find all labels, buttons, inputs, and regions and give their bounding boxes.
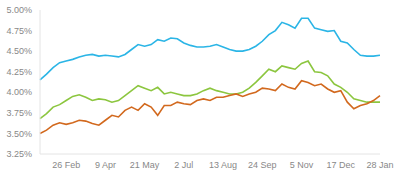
svg-text:13 Aug: 13 Aug [209, 160, 237, 170]
svg-text:4.25%: 4.25% [8, 67, 32, 77]
svg-text:2 Jul: 2 Jul [174, 160, 193, 170]
svg-text:5 Nov: 5 Nov [290, 160, 314, 170]
svg-text:4.00%: 4.00% [8, 87, 32, 97]
svg-text:4.50%: 4.50% [8, 46, 32, 56]
svg-text:21 May: 21 May [130, 160, 160, 170]
svg-text:3.50%: 3.50% [8, 129, 32, 139]
svg-text:28 Jan: 28 Jan [366, 160, 392, 170]
svg-text:17 Dec: 17 Dec [327, 160, 356, 170]
svg-text:3.75%: 3.75% [8, 108, 32, 118]
svg-text:4.75%: 4.75% [8, 26, 32, 36]
svg-text:5.00%: 5.00% [8, 5, 32, 15]
svg-text:3.25%: 3.25% [8, 149, 32, 159]
svg-text:26 Feb: 26 Feb [52, 160, 80, 170]
svg-text:24 Sep: 24 Sep [248, 160, 277, 170]
svg-text:9 Apr: 9 Apr [95, 160, 116, 170]
